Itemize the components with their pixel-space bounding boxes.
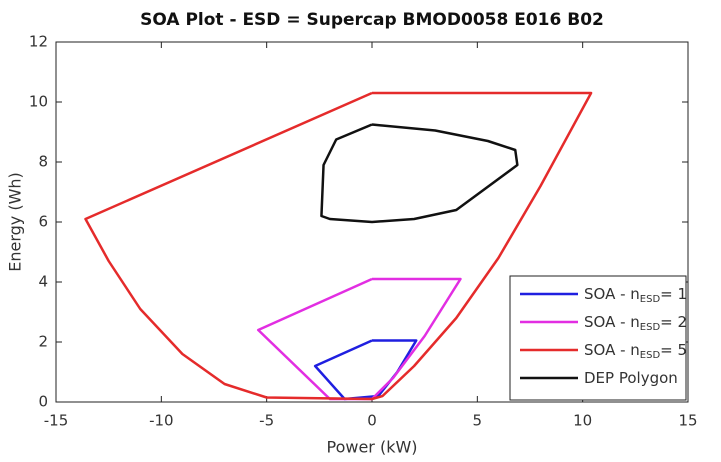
x-tick-label: 0 [367,412,377,430]
legend-suffix: = 1 [660,285,687,303]
legend-name: SOA - n [584,313,640,331]
legend-subscript: ESD [640,294,661,305]
legend-label: SOA - nESD= 5 [584,341,687,362]
y-tick-label: 12 [29,33,48,51]
y-tick-label: 8 [38,153,48,171]
legend-suffix: = 2 [660,313,687,331]
x-tick-label: 5 [473,412,483,430]
legend-subscript: ESD [640,350,661,361]
chart-title: SOA Plot - ESD = Supercap BMOD0058 E016 … [140,10,604,30]
legend-name: SOA - n [584,341,640,359]
legend-name: DEP Polygon [584,369,678,387]
y-tick-label: 10 [29,93,48,111]
x-tick-label: -10 [149,412,174,430]
x-tick-label: 15 [678,412,697,430]
legend-box [509,275,687,401]
y-tick-label: 4 [38,273,48,291]
legend-subscript: ESD [640,322,661,333]
y-tick-label: 2 [38,333,48,351]
y-tick-label: 0 [38,393,48,411]
x-tick-label: -15 [44,412,69,430]
legend-name: SOA - n [584,285,640,303]
x-axis-label: Power (kW) [326,438,417,457]
legend-suffix: = 5 [660,341,687,359]
series-line [320,123,519,224]
legend-label: SOA - nESD= 1 [584,285,687,306]
legend-label: DEP Polygon [584,369,678,387]
series-line [84,91,593,401]
series-line [256,277,462,401]
x-tick-label: 10 [573,412,592,430]
y-tick-label: 6 [38,213,48,231]
legend-label: SOA - nESD= 2 [584,313,687,334]
y-axis-label: Energy (Wh) [6,172,25,272]
x-tick-label: -5 [259,412,274,430]
